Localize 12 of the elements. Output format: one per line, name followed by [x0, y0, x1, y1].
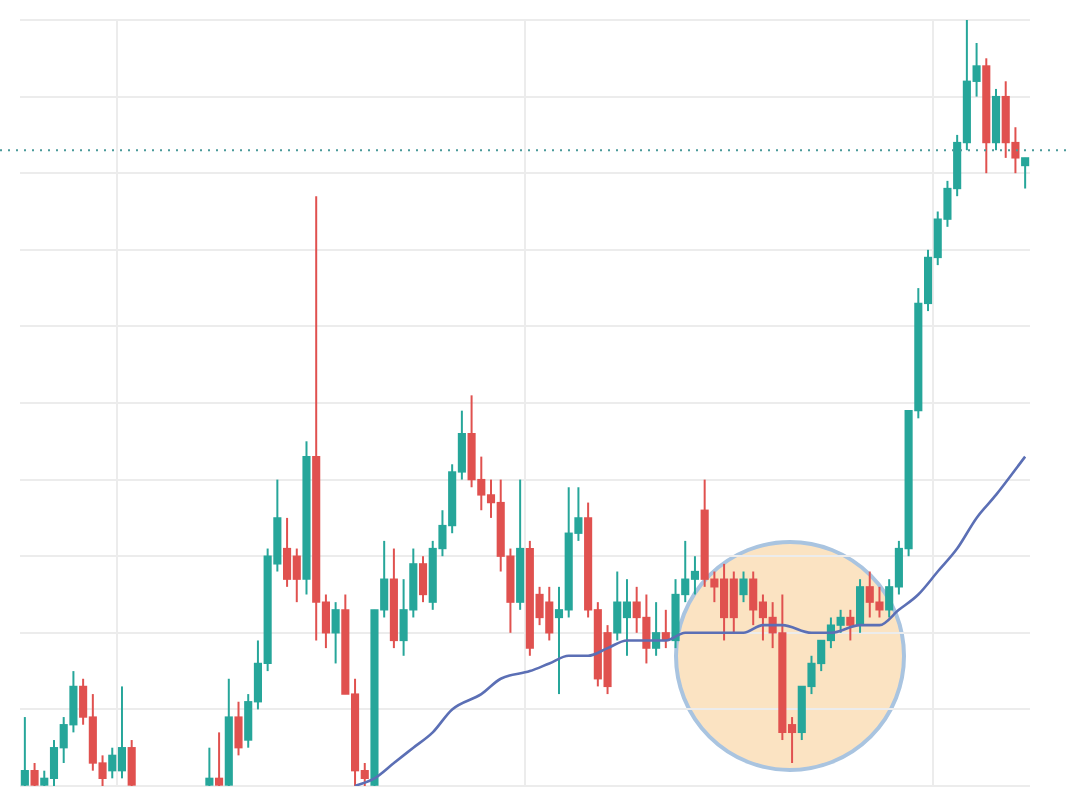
candlestick	[846, 608, 855, 642]
candlestick	[991, 87, 1001, 152]
candlestick	[331, 601, 340, 665]
candlestick	[855, 578, 865, 634]
candlestick	[1021, 156, 1030, 190]
candlestick	[215, 731, 224, 787]
candlestick	[127, 739, 136, 787]
candlestick	[739, 570, 748, 604]
candlestick	[205, 746, 214, 787]
candlestick	[234, 700, 243, 757]
candlestick	[20, 716, 29, 787]
candlestick	[418, 555, 428, 604]
